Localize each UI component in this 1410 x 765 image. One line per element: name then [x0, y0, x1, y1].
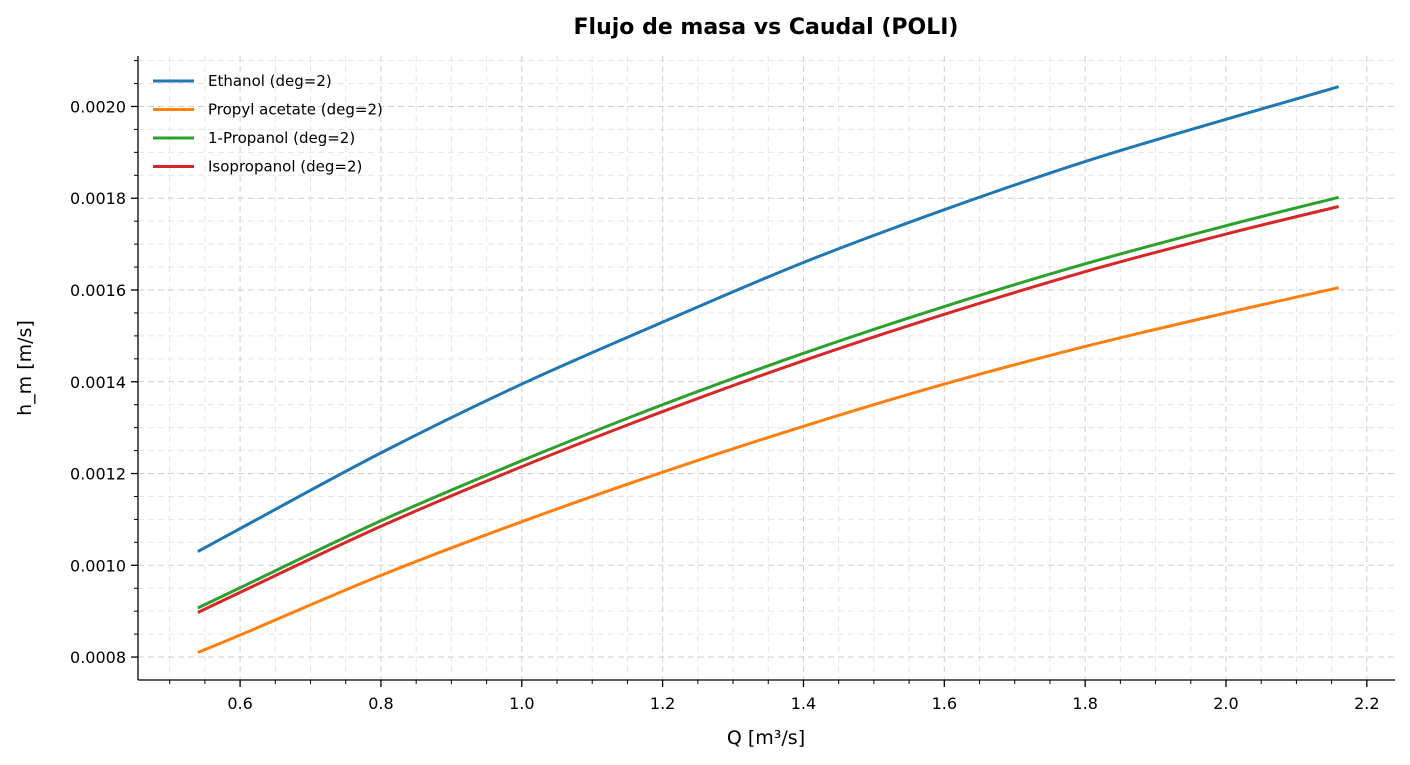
series-line-1 [197, 286, 1339, 654]
y-tick-label: 0.0020 [70, 97, 126, 116]
grid [138, 56, 1395, 680]
x-tick-label: 2.2 [1354, 694, 1379, 713]
legend-entry-0: Ethanol (deg=2) [208, 72, 332, 90]
x-tick-label: 1.8 [1072, 694, 1097, 713]
series-line-0 [197, 85, 1340, 553]
y-tick-label: 0.0016 [70, 281, 126, 300]
series-line-2 [197, 195, 1340, 610]
x-tick-label: 2.0 [1213, 694, 1238, 713]
chart-title: Flujo de masa vs Caudal (POLI) [574, 15, 959, 40]
series-lines [197, 85, 1340, 654]
series-line-3 [197, 205, 1340, 614]
x-tick-label: 0.6 [227, 694, 252, 713]
legend-entry-2: 1-Propanol (deg=2) [208, 129, 355, 147]
x-tick-label: 1.0 [509, 694, 534, 713]
y-tick-label: 0.0014 [70, 373, 126, 392]
legend-entry-1: Propyl acetate (deg=2) [208, 101, 383, 119]
y-tick-label: 0.0008 [70, 648, 126, 667]
y-tick-label: 0.0018 [70, 189, 126, 208]
x-axis-label: Q [m³/s] [727, 727, 805, 749]
legend: Ethanol (deg=2) Propyl acetate (deg=2) 1-P… [153, 72, 383, 176]
legend-entry-3: Isopropanol (deg=2) [208, 158, 362, 176]
x-tick-label: 1.4 [791, 694, 816, 713]
x-tick-label: 1.6 [932, 694, 957, 713]
x-tick-label: 1.2 [650, 694, 675, 713]
y-tick-label: 0.0012 [70, 465, 126, 484]
y-axis-label: h_m [m/s] [14, 320, 36, 416]
axes [137, 56, 1395, 681]
ticks: 0.6 0.8 1.0 1.2 1.4 1.6 1.8 2.0 2.2 0.0008 0.0010 0… [70, 60, 1380, 713]
x-tick-label: 0.8 [368, 694, 393, 713]
y-tick-label: 0.0010 [70, 556, 126, 575]
